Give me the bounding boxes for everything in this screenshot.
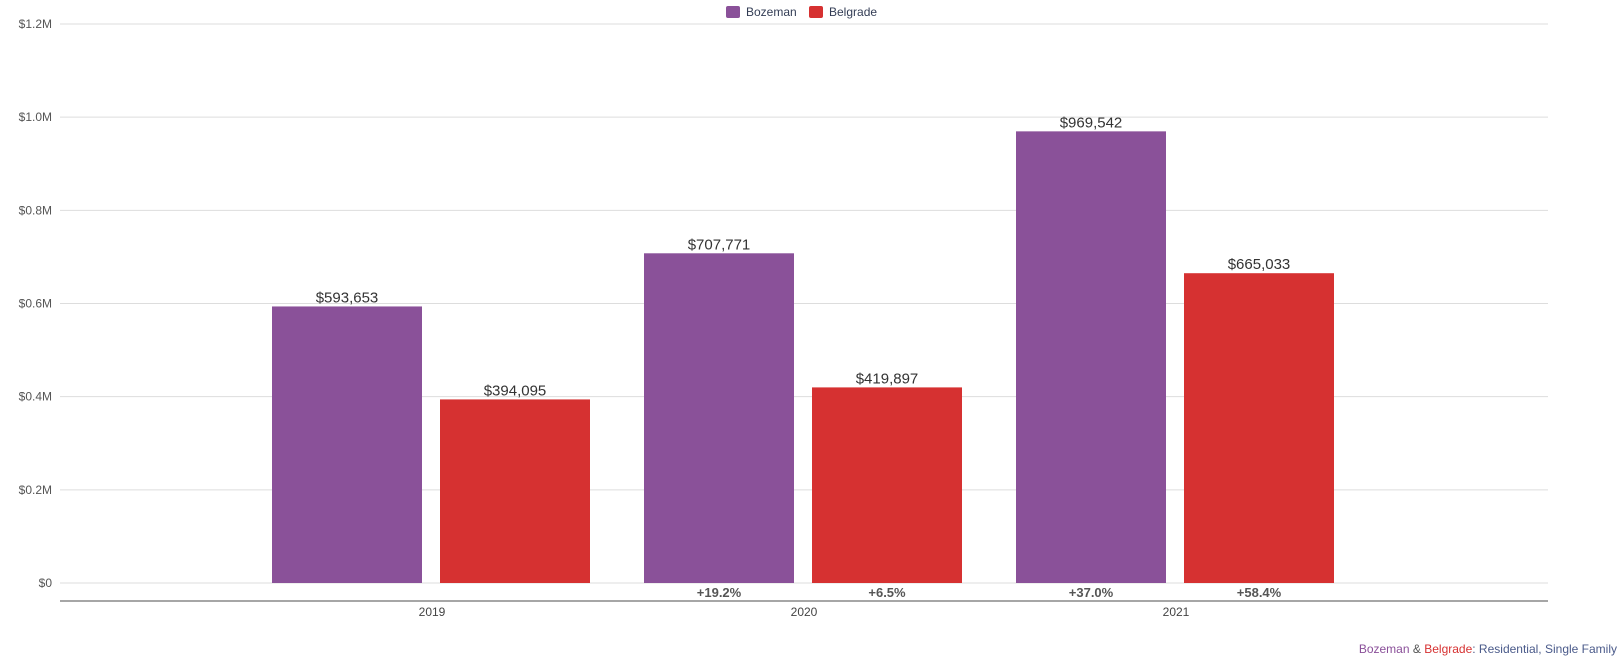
legend-label-belgrade: Belgrade [829,5,877,19]
legend-swatch-bozeman [726,6,740,18]
x-tick-label: 2021 [1163,605,1190,619]
bar-bozeman-2020 [644,253,794,583]
legend: Bozeman Belgrade [726,5,877,19]
chart-caption: Bozeman & Belgrade: Residential, Single … [1359,642,1617,656]
bars [272,131,1334,583]
bar-bozeman-2019 [272,306,422,583]
caption-city-bozeman: Bozeman [1358,642,1410,656]
legend-swatch-belgrade [809,6,823,18]
caption-property-type: : Residential, Single Family [1472,642,1617,656]
y-tick-label: $0.8M [19,203,52,217]
x-axis: 2019 2020 2021 [60,600,1548,619]
data-label: $665,033 [1228,256,1291,273]
change-labels: +19.2% +6.5% +37.0% +58.4% [697,585,1282,600]
bar-belgrade-2019 [440,399,590,583]
y-tick-label: $1.2M [19,17,52,31]
legend-label-bozeman: Bozeman [746,5,797,19]
y-tick-label: $0.4M [19,390,52,404]
data-label: $593,653 [316,289,379,306]
bar-bozeman-2021 [1016,131,1166,583]
change-label: +19.2% [697,585,742,600]
y-tick-label: $0.2M [19,483,52,497]
change-label: +58.4% [1237,585,1282,600]
bar-belgrade-2021 [1184,273,1334,583]
data-label: $707,771 [688,236,751,253]
caption-ampersand: & [1412,642,1421,656]
bar-belgrade-2020 [812,387,962,583]
data-label: $419,897 [856,370,919,387]
change-label: +6.5% [868,585,906,600]
change-label: +37.0% [1069,585,1114,600]
data-label: $394,095 [484,382,547,399]
y-tick-label: $1.0M [19,110,52,124]
y-tick-label: $0 [39,576,53,590]
x-tick-label: 2019 [419,605,446,619]
y-tick-label: $0.6M [19,297,52,311]
y-axis: $0 $0.2M $0.4M $0.6M $0.8M $1.0M $1.2M [19,17,53,590]
x-tick-label: 2020 [791,605,818,619]
data-label: $969,542 [1060,114,1123,131]
caption-city-belgrade: Belgrade [1424,642,1473,656]
data-labels: $593,653 $394,095 $707,771 $419,897 $969,542… [316,114,1291,399]
